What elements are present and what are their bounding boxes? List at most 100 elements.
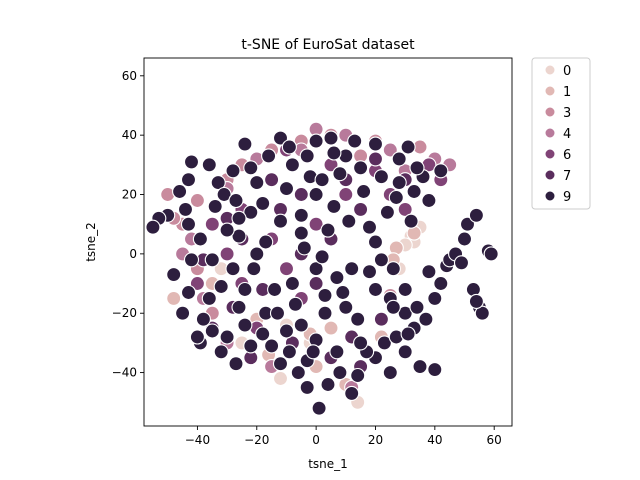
legend-label: 7 — [563, 169, 571, 184]
point-9-32 — [361, 264, 378, 280]
point-9-89 — [406, 183, 422, 200]
y-axis-label: tsne_2 — [84, 222, 98, 262]
point-9-77 — [293, 207, 309, 223]
legend-label: 9 — [563, 190, 571, 205]
point-9-61 — [225, 261, 241, 277]
point-3-1 — [189, 192, 205, 209]
point-9-68 — [338, 299, 354, 315]
point-6-17 — [278, 261, 295, 277]
point-7-21 — [373, 311, 389, 327]
point-9-96 — [243, 160, 259, 176]
point-9-79 — [326, 198, 342, 214]
point-9-143 — [332, 166, 348, 182]
point-9-12 — [228, 356, 244, 372]
point-9-45 — [459, 216, 476, 232]
point-9-103 — [246, 261, 262, 277]
point-6-12 — [308, 216, 324, 232]
point-6-15 — [397, 201, 413, 217]
point-9-46 — [468, 207, 484, 223]
point-9-64 — [278, 323, 295, 339]
point-9-108 — [237, 317, 253, 333]
point-9-71 — [344, 261, 360, 277]
point-9-147 — [421, 192, 437, 209]
point-9-18 — [311, 400, 327, 416]
point-4-3 — [382, 142, 398, 158]
point-9-142 — [281, 139, 297, 155]
point-1-8 — [166, 290, 182, 306]
point-9-141 — [237, 136, 253, 152]
point-9-127 — [175, 305, 191, 321]
point-9-144 — [391, 151, 407, 167]
y-tick-label: 40 — [122, 128, 137, 142]
point-9-38 — [421, 264, 437, 280]
chart-title: t-SNE of EuroSat dataset — [241, 37, 415, 53]
point-9-55 — [210, 175, 226, 191]
point-9-133 — [341, 213, 357, 229]
x-tick-label: 40 — [427, 433, 442, 447]
point-9-8 — [180, 284, 197, 301]
legend-marker — [544, 106, 556, 118]
point-9-98 — [272, 130, 289, 146]
point-9-10 — [204, 323, 220, 339]
x-tick-label: −20 — [244, 433, 269, 447]
x-tick-label: 0 — [312, 433, 320, 447]
point-9-129 — [231, 299, 247, 315]
legend-label: 6 — [563, 148, 571, 163]
point-9-128 — [189, 329, 205, 345]
point-9-109 — [264, 338, 280, 354]
point-9-151 — [305, 344, 321, 360]
point-9-53 — [453, 255, 470, 271]
point-9-22 — [350, 367, 366, 384]
point-9-35 — [397, 281, 413, 298]
point-9-2 — [172, 183, 188, 200]
point-6-7 — [189, 275, 205, 292]
point-9-26 — [397, 344, 413, 360]
point-9-76 — [278, 181, 295, 197]
point-9-112 — [329, 344, 345, 360]
point-9-70 — [329, 270, 345, 286]
point-9-123 — [204, 252, 220, 268]
point-9-1 — [180, 172, 197, 188]
point-9-24 — [376, 335, 392, 351]
point-9-94 — [326, 145, 342, 161]
point-6-13 — [338, 186, 354, 203]
point-9-146 — [433, 163, 449, 179]
point-9-101 — [335, 284, 351, 301]
point-9-49 — [474, 305, 490, 321]
point-9-69 — [350, 311, 366, 327]
legend-marker — [544, 127, 556, 139]
point-9-135 — [379, 204, 395, 220]
point-9-99 — [296, 240, 312, 256]
point-9-120 — [314, 172, 330, 188]
point-9-107 — [219, 329, 235, 345]
legend-marker — [544, 148, 556, 160]
point-9-114 — [382, 365, 398, 381]
point-9-97 — [225, 163, 241, 179]
point-7-0 — [264, 172, 280, 188]
point-9-136 — [388, 189, 404, 206]
point-9-54 — [427, 362, 443, 378]
x-tick-label: 60 — [487, 433, 502, 447]
point-9-102 — [267, 281, 283, 298]
point-0-11 — [272, 370, 289, 387]
point-9-33 — [373, 252, 389, 268]
point-9-60 — [249, 246, 265, 262]
legend-marker — [544, 169, 556, 181]
point-9-131 — [284, 275, 300, 292]
legend-item-7: 7 — [544, 169, 571, 184]
y-tick-label: −20 — [112, 306, 137, 320]
point-6-6 — [204, 216, 220, 232]
point-9-14 — [255, 326, 271, 342]
point-9-134 — [361, 219, 378, 235]
legend-item-4: 4 — [544, 127, 571, 142]
point-9-20 — [332, 365, 348, 381]
point-1-4 — [323, 320, 339, 336]
point-9-34 — [385, 261, 401, 277]
point-9-145 — [409, 160, 425, 176]
point-9-37 — [418, 311, 434, 327]
point-9-87 — [373, 169, 389, 185]
point-9-104 — [213, 278, 229, 295]
point-9-93 — [347, 133, 363, 149]
legend-label: 1 — [563, 85, 571, 100]
